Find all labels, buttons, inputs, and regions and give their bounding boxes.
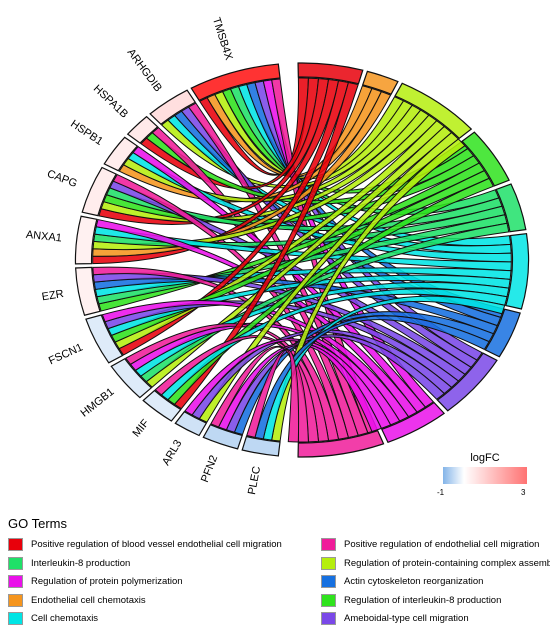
gene-label-arhgdib: ARHGDIB	[125, 47, 164, 95]
legend-item-regulation-of-interleukin-8-production: Regulation of interleukin-8 production	[321, 593, 502, 607]
gene-label-anxa1: ANXA1	[25, 229, 62, 245]
gene-arc-ezr	[75, 266, 101, 316]
gene-arc-plec	[241, 435, 281, 457]
ribbon-pfn2-to-ameboidal-type-cell-migration	[225, 334, 446, 433]
colorbar-max-label: 3	[521, 488, 526, 497]
term-arc-endothelial-cell-chemotaxis	[361, 70, 399, 95]
legend-item-ameboidal-type-cell-migration: Ameboidal-type cell migration	[321, 612, 469, 625]
ribbon-arl3-to-regulation-of-protein-polymerization	[184, 338, 392, 430]
ribbon-layer	[92, 77, 512, 443]
legend-label: Positive regulation of blood vessel endo…	[31, 539, 282, 550]
gene-arc-capg	[81, 166, 118, 217]
chord-diagram: PLEC PFN2 ARL3 MIF HMGB1 FSCN1 EZR ANXA1 CAPG HSP…	[25, 16, 530, 496]
legend-label: Ameboidal-type cell migration	[344, 613, 469, 624]
legend-label: Cell chemotaxis	[31, 613, 99, 624]
term-arc-regulation-of-protein-polymerization	[380, 401, 446, 444]
gene-arc-fscn1	[85, 314, 124, 364]
gene-label-arl3: ARL3	[160, 438, 184, 468]
legend-item-positive-regulation-of-endothelial-cell-migration: Positive regulation of endothelial cell …	[321, 538, 539, 551]
legend-title: GO Terms	[8, 516, 67, 531]
gene-arc-arhgdib	[149, 89, 197, 126]
colorbar-title: logFC	[470, 452, 500, 464]
gene-arc-hspb1	[103, 136, 139, 172]
legend-swatch	[321, 556, 336, 570]
gene-arc-pfn2	[202, 423, 243, 450]
colorbar-gradient	[443, 467, 527, 484]
ribbon-plec-to-actin-cytoskeleton-reorganization	[254, 315, 490, 440]
legend-swatch	[8, 556, 23, 570]
colorbar-min-label: -1	[437, 488, 445, 497]
legend-label: Endothelial cell chemotaxis	[31, 594, 146, 606]
gene-label-capg: CAPG	[45, 168, 78, 190]
gene-label-hspa1b: HSPA1B	[91, 83, 130, 121]
legend-label: Interleukin-8 production	[31, 557, 131, 569]
gene-label-hmgb1: HMGB1	[79, 386, 117, 420]
gene-arc-mif	[142, 389, 182, 422]
gene-arc-anxa1	[74, 215, 98, 265]
legend-swatch	[321, 538, 336, 551]
term-arc-actin-cytoskeleton-reorganization	[484, 308, 521, 358]
term-arc-regulation-of-protein-containing-complex-assembly	[394, 82, 473, 140]
gene-label-ezr: EZR	[41, 288, 65, 303]
legend-label: Regulation of interleukin-8 production	[344, 594, 502, 606]
legend-swatch	[321, 593, 336, 607]
legend-swatch	[8, 538, 23, 551]
legend-item-actin-cytoskeleton-reorganization: Actin cytoskeleton reorganization	[321, 575, 483, 588]
legend-swatch	[8, 593, 23, 607]
term-arc-positive-regulation-of-endothelial-cell-migration	[297, 429, 385, 458]
gene-label-tmsb4x: TMSB4X	[210, 16, 235, 62]
arc-layer	[74, 62, 530, 458]
ribbon-arhgdib-to-positive-regulation-of-endothelial-cell-migration	[187, 102, 369, 436]
term-arc-interleukin-8-production	[495, 183, 527, 233]
legend-label: Regulation of protein-containing complex…	[344, 557, 550, 569]
legend-swatch	[321, 612, 336, 625]
gene-label-mif: MIF	[130, 417, 152, 439]
legend-label: Actin cytoskeleton reorganization	[344, 576, 484, 587]
legend-item-positive-regulation-of-blood-vessel-endothelial-cell-migration: Positive regulation of blood vessel endo…	[8, 538, 282, 551]
legend-item-endothelial-cell-chemotaxis: Endothelial cell chemotaxis	[8, 593, 146, 607]
ribbon-pfn2-to-regulation-of-protein-polymerization	[217, 343, 383, 433]
legend-label: Positive regulation of endothelial cell …	[344, 539, 540, 550]
legend-item-cell-chemotaxis: Cell chemotaxis	[8, 612, 98, 625]
term-arc-regulation-of-interleukin-8-production	[461, 131, 510, 187]
gene-label-plec: PLEC	[246, 465, 263, 496]
gene-arc-hmgb1	[110, 357, 153, 399]
gene-label-fscn1: FSCN1	[47, 341, 85, 367]
legend-swatch	[8, 575, 23, 588]
legend-swatch	[321, 575, 336, 588]
legend-item-regulation-of-protein-containing-complex-assembly: Regulation of protein-containing complex…	[321, 556, 550, 570]
term-arc-cell-chemotaxis	[505, 232, 530, 310]
legend-item-regulation-of-protein-polymerization: Regulation of protein polymerization	[8, 575, 183, 588]
term-arc-ameboidal-type-cell-migration	[436, 352, 498, 412]
term-arc-positive-regulation-of-blood-vessel-endothelial-cell-migration	[297, 62, 364, 85]
ribbon-ezr-to-positive-regulation-of-endothelial-cell-migration	[92, 266, 340, 442]
gene-arc-hspa1b	[126, 115, 159, 144]
ribbon-plec-to-positive-regulation-of-endothelial-cell-migration	[246, 348, 300, 443]
legend-label: Regulation of protein polymerization	[31, 576, 183, 587]
gene-arc-tmsb4x	[190, 63, 281, 102]
gene-label-pfn2: PFN2	[199, 454, 220, 485]
legend-item-interleukin-8-production: Interleukin-8 production	[8, 556, 131, 570]
gene-arc-arl3	[174, 410, 208, 437]
legend-swatch	[8, 612, 23, 625]
gene-label-hspb1: HSPB1	[68, 118, 105, 148]
